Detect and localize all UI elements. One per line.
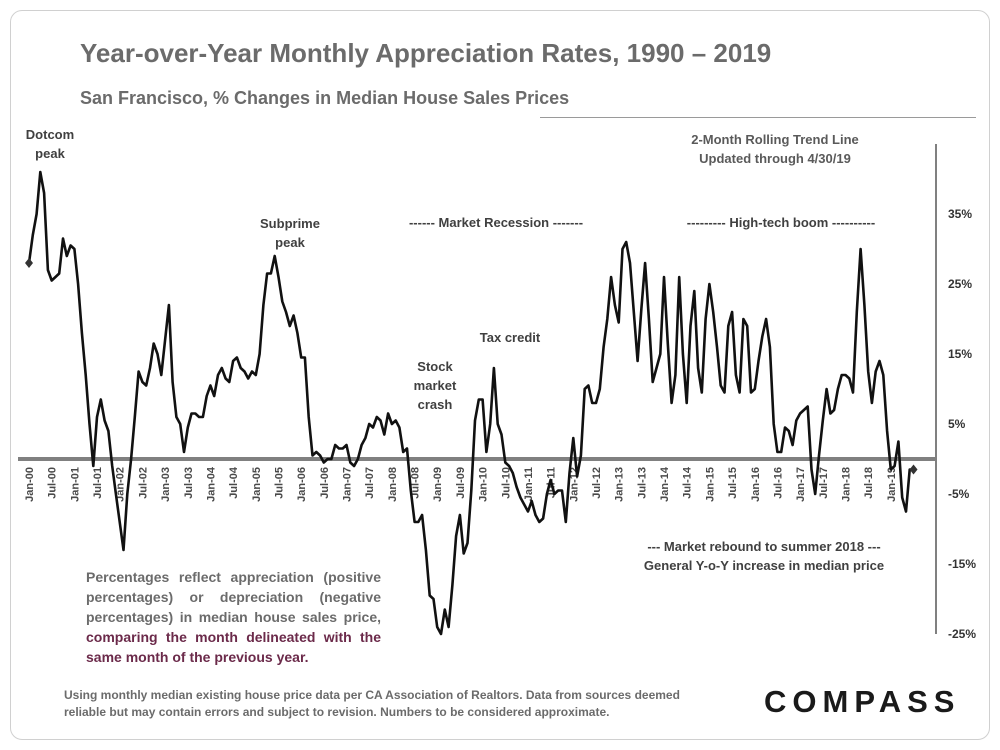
stock-line-1: Stock	[417, 359, 453, 374]
x-tick-label: Jul-10	[500, 467, 512, 499]
x-tick-label: Jul-09	[455, 467, 467, 499]
x-tick-label: Jan-16	[750, 467, 762, 502]
recession-annotation: ------ Market Recession -------	[408, 215, 584, 230]
x-tick-label: Jul-05	[273, 467, 285, 499]
x-tick-label: Jul-12	[591, 467, 603, 499]
x-tick-label: Jul-13	[636, 467, 648, 499]
x-tick-label: Jan-04	[205, 466, 217, 502]
x-tick-label: Jul-01	[92, 467, 104, 499]
x-tick-label: Jan-19	[886, 467, 898, 502]
x-tick-label: Jul-17	[818, 467, 830, 499]
x-tick-label: Jan-10	[478, 467, 490, 502]
note-plain-text: Percentages reflect appreciation (positi…	[86, 569, 381, 625]
y-tick-label: 5%	[948, 417, 966, 431]
subprime-annotation: Subprime peak	[250, 214, 330, 252]
rebound-line-1: --- Market rebound to summer 2018 ---	[647, 539, 881, 554]
x-tick-label: Jan-15	[704, 467, 716, 502]
x-tick-label: Jan-00	[24, 467, 36, 502]
x-tick-label: Jan-07	[342, 467, 354, 502]
trend-line-note: 2-Month Rolling Trend Line Updated throu…	[665, 130, 885, 168]
x-tick-label: Jan-05	[251, 467, 263, 502]
dotcom-annotation: Dotcom peak	[20, 125, 80, 163]
x-tick-label: Jan-13	[614, 467, 626, 502]
trend-line-1: 2-Month Rolling Trend Line	[691, 132, 859, 147]
y-tick-label: 15%	[948, 347, 972, 361]
tax-credit-annotation: Tax credit	[479, 330, 541, 345]
x-tick-label: Jul-16	[772, 467, 784, 499]
x-tick-label: Jul-00	[47, 467, 59, 499]
x-tick-label: Jan-03	[160, 467, 172, 502]
hightech-annotation: --------- High-tech boom ----------	[686, 215, 876, 230]
x-tick-label: Jul-04	[228, 466, 240, 499]
y-tick-label: -25%	[948, 627, 976, 641]
x-tick-label: Jan-17	[795, 467, 807, 502]
note-highlight-text: comparing the month delineated with the …	[86, 629, 381, 665]
x-tick-label: Jan-11	[523, 467, 535, 501]
x-tick-label: Jan-06	[296, 467, 308, 502]
series-end-marker	[909, 464, 918, 475]
appreciation-series-line	[27, 170, 914, 636]
y-tick-label: 35%	[948, 207, 972, 221]
x-tick-label: Jan-09	[432, 467, 444, 502]
chart-title: Year-over-Year Monthly Appreciation Rate…	[80, 38, 772, 68]
subprime-line-2: peak	[275, 235, 305, 250]
rebound-line-2: General Y-o-Y increase in median price	[643, 558, 885, 573]
series-start-marker	[25, 258, 33, 268]
chart-subtitle: San Francisco, % Changes in Median House…	[80, 88, 570, 108]
x-tick-label: Jan-01	[69, 467, 81, 502]
x-tick-label: Jul-18	[863, 467, 875, 499]
x-tick-label: Jul-14	[682, 466, 694, 499]
x-tick-label: Jul-02	[137, 467, 149, 499]
rebound-annotation: --- Market rebound to summer 2018 --- Ge…	[622, 537, 906, 575]
x-tick-label: Jan-02	[115, 467, 127, 502]
subtitle-rule	[540, 117, 976, 118]
y-tick-label: -15%	[948, 557, 976, 571]
stock-line-3: crash	[417, 397, 453, 412]
x-tick-label: Jul-03	[183, 467, 195, 499]
subprime-line-1: Subprime	[260, 216, 320, 231]
x-tick-label: Jul-06	[319, 467, 331, 499]
x-tick-label: Jan-14	[659, 466, 671, 502]
x-tick-label: Jul-15	[727, 467, 739, 499]
x-tick-label: Jul-08	[410, 467, 422, 499]
source-footnote: Using monthly median existing house pric…	[64, 688, 680, 719]
stock-crash-annotation: Stock market crash	[405, 357, 465, 414]
x-tick-label: Jan-08	[387, 467, 399, 502]
stock-line-2: market	[413, 378, 457, 393]
y-tick-label: -5%	[948, 487, 970, 501]
y-tick-label: 25%	[948, 277, 972, 291]
compass-logo: COMPASS	[764, 684, 961, 719]
x-tick-label: Jul-07	[364, 467, 376, 499]
explanation-note: Percentages reflect appreciation (positi…	[86, 567, 381, 667]
dotcom-line-1: Dotcom	[25, 127, 75, 142]
trend-line-2: Updated through 4/30/19	[699, 151, 851, 166]
x-tick-label: Jan-18	[840, 467, 852, 502]
dotcom-line-2: peak	[35, 146, 65, 161]
